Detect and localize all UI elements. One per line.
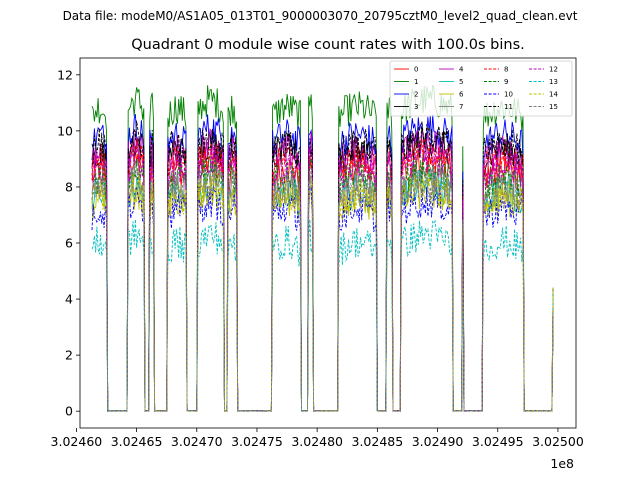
y-tick-label: 12 (57, 67, 73, 82)
legend-label-2: 2 (414, 91, 418, 99)
legend-label-8: 8 (504, 66, 508, 74)
legend-label-0: 0 (414, 66, 418, 74)
x-tick-label: 3.02475 (231, 434, 283, 449)
series-line-12 (91, 143, 554, 412)
y-tick-label: 4 (65, 292, 73, 307)
legend-label-12: 12 (549, 66, 558, 74)
legend-label-6: 6 (459, 91, 464, 99)
legend-label-3: 3 (414, 103, 418, 111)
legend-label-9: 9 (504, 78, 508, 86)
x-tick-label: 3.02480 (291, 434, 343, 449)
y-tick-label: 10 (57, 123, 73, 138)
y-tick-label: 8 (65, 179, 73, 194)
x-offset-label: 1e8 (550, 456, 574, 471)
legend-label-11: 11 (504, 103, 513, 111)
series-layer (91, 84, 554, 412)
ticks-layer: 3.02460 3.02465 3.02470 3.02475 3.02480 3.024… (51, 67, 584, 449)
legend-label-7: 7 (459, 103, 463, 111)
x-tick-label: 3.02460 (51, 434, 103, 449)
chart-suptitle: Data file: modeM0/AS1A05_013T01_90000030… (63, 9, 578, 23)
legend-label-13: 13 (549, 78, 558, 86)
legend-label-14: 14 (549, 91, 558, 99)
legend-label-5: 5 (459, 78, 463, 86)
y-tick-label: 6 (65, 236, 73, 251)
legend-label-4: 4 (459, 66, 464, 74)
legend-label-15: 15 (549, 103, 558, 111)
x-tick-label: 3.02485 (352, 434, 404, 449)
chart-title: Quadrant 0 module wise count rates with … (131, 37, 525, 53)
x-tick-label: 3.02465 (111, 434, 163, 449)
legend-label-10: 10 (504, 91, 513, 99)
x-tick-label: 3.02500 (532, 434, 584, 449)
y-tick-label: 0 (65, 404, 73, 419)
x-tick-label: 3.02490 (412, 434, 464, 449)
legend-box (389, 60, 573, 117)
series-line-15 (91, 166, 554, 412)
legend-label-1: 1 (414, 78, 418, 86)
x-tick-label: 3.02495 (472, 434, 524, 449)
y-tick-label: 2 (65, 348, 73, 363)
x-tick-label: 3.02470 (171, 434, 223, 449)
